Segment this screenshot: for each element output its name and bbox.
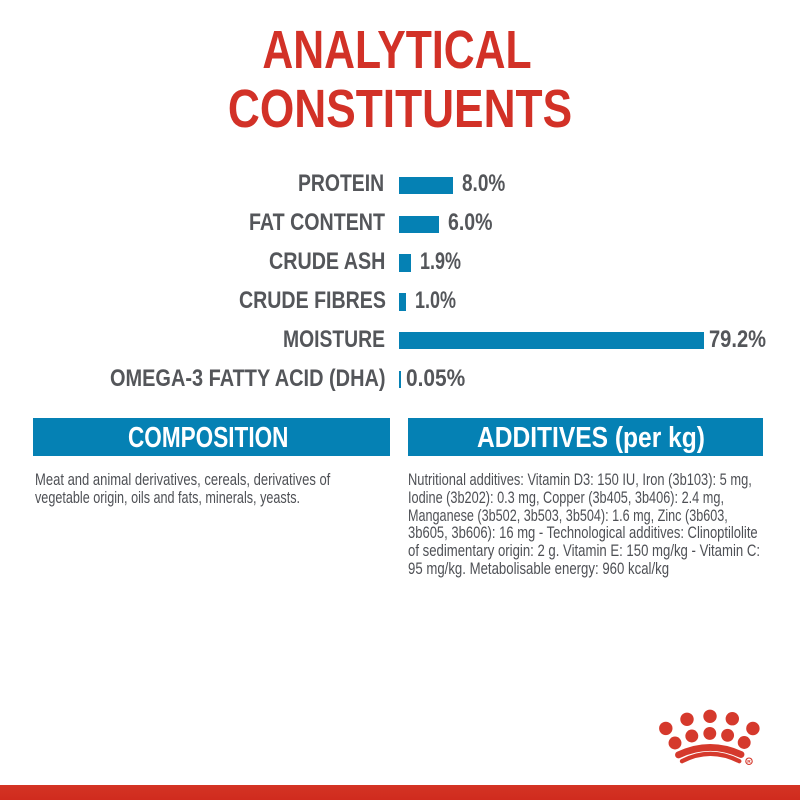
svg-text:R: R: [747, 759, 751, 765]
